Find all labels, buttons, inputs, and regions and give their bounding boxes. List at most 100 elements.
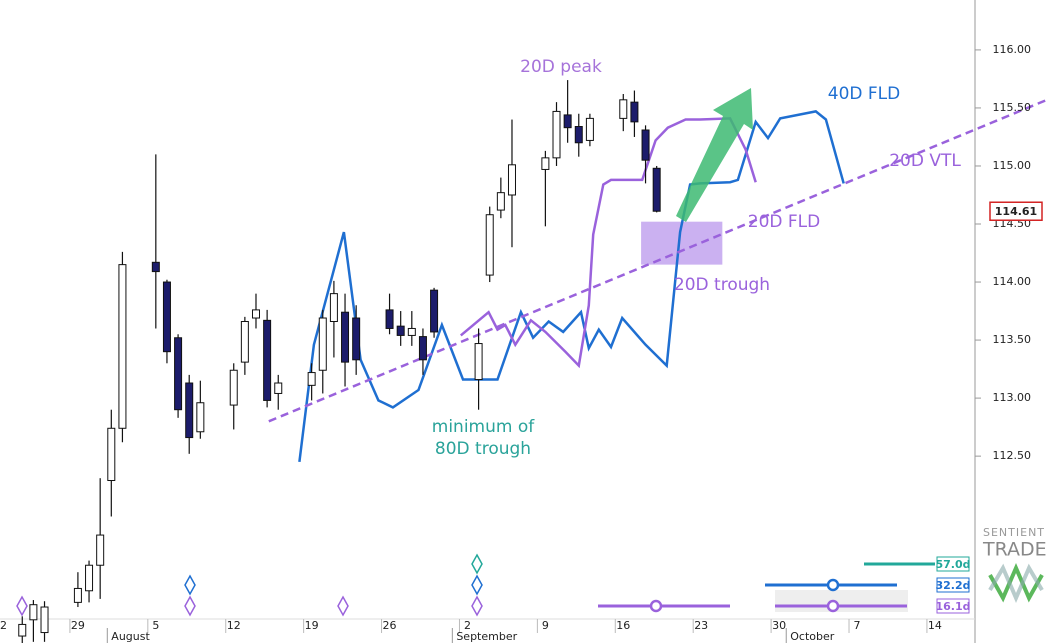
candle-body (85, 564, 94, 592)
cycle-diamond (16, 595, 28, 617)
candle-body (418, 336, 427, 361)
y-tick-label: 114.00 (993, 275, 1032, 288)
y-tick-label: 113.50 (993, 333, 1032, 346)
forecast-arrow (676, 88, 753, 222)
x-tick-label: 5 (152, 619, 159, 632)
cycle-diamond (184, 595, 196, 617)
month-label: September (456, 630, 517, 643)
y-tick-label: 113.00 (993, 391, 1032, 404)
candle-body (107, 427, 116, 482)
annotation: 20D peak (520, 57, 602, 77)
cycle-label: 57.0d (935, 558, 970, 571)
x-tick-label: 23 (694, 619, 708, 632)
candle-body (341, 311, 350, 363)
x-tick-label: 2 (464, 619, 471, 632)
x-tick-label: 22 (0, 619, 7, 632)
candle-body (574, 126, 583, 144)
candle-body (352, 317, 361, 361)
candle-body (196, 402, 205, 433)
month-label: October (790, 630, 834, 643)
cycle-line (459, 117, 757, 369)
y-tick-label: 116.00 (993, 43, 1032, 56)
candle-body (407, 327, 416, 336)
cycle-marker (826, 599, 840, 613)
cycle-line (268, 98, 1047, 423)
y-tick-label: 115.00 (993, 159, 1032, 172)
logo-mark (988, 562, 1044, 604)
candle-body (240, 321, 249, 363)
logo-top: SENTIENT (983, 526, 1045, 539)
candle-body (251, 309, 260, 319)
candle-body (385, 309, 394, 329)
x-tick-label: 7 (854, 619, 861, 632)
candle-body (641, 129, 650, 161)
candle-body (151, 261, 160, 273)
cycle-marker (826, 578, 840, 592)
cycle-diamond (337, 595, 349, 617)
candle-body (96, 534, 105, 566)
logo-stroke (988, 563, 1044, 604)
candle-body (318, 317, 327, 371)
cycle-label-box (936, 598, 970, 614)
candle-body (485, 214, 494, 276)
x-tick-label: 9 (542, 619, 549, 632)
candle-body (541, 157, 550, 170)
cycle-label: 32.2d (935, 579, 970, 592)
cycle-band (775, 590, 908, 612)
x-tick-label: 12 (227, 619, 241, 632)
candle-body (185, 382, 194, 439)
candle-body (652, 167, 661, 212)
logo-bottom: TRADER (982, 539, 1047, 561)
candle-body (307, 372, 316, 386)
candle-body (118, 264, 127, 429)
line-label: 20D FLD (748, 212, 820, 232)
candles (18, 80, 661, 643)
logo-stroke (988, 562, 1044, 603)
cycle-label-box (936, 556, 970, 572)
last-price-label: 114.61 (995, 205, 1037, 218)
candle-body (619, 99, 628, 119)
candle-body (329, 293, 338, 323)
cycle-line (298, 110, 845, 463)
x-tick-label: 19 (305, 619, 319, 632)
candle-body (162, 281, 171, 353)
candle-body (630, 101, 639, 123)
cycle-diamond (471, 574, 483, 596)
zone-label: 20D trough (674, 275, 770, 295)
line-label: 40D FLD (828, 84, 900, 104)
y-tick-label: 112.50 (993, 449, 1032, 462)
line-label: 20D VTL (889, 151, 961, 171)
cycle-indicators (16, 553, 935, 617)
candle-body (229, 369, 238, 406)
candle-body (263, 319, 272, 401)
labels: 112.50113.00113.50114.00114.50115.00115.… (0, 43, 1047, 643)
x-tick-label: 26 (383, 619, 397, 632)
y-tick-label: 115.50 (993, 101, 1032, 114)
candle-body (563, 114, 572, 129)
candle-body (29, 604, 38, 621)
x-tick-label: 16 (616, 619, 630, 632)
cycle-marker (649, 599, 663, 613)
candle-body (396, 325, 405, 336)
candle-body (73, 587, 82, 603)
candle-body (174, 337, 183, 411)
cycle-label: 16.1d (935, 600, 970, 613)
x-tick-label: 29 (71, 619, 85, 632)
cycle-label-box (936, 577, 970, 593)
month-label: August (111, 630, 150, 643)
candle-body (474, 343, 483, 381)
candle-body (507, 164, 516, 196)
annotation: minimum of (432, 417, 535, 437)
cycle-diamond (471, 595, 483, 617)
x-tick-label: 30 (772, 619, 786, 632)
candle-body (585, 117, 594, 141)
candle-body (430, 289, 439, 333)
candle-body (40, 606, 49, 634)
cycle-diamond (184, 574, 196, 596)
cycle-diamond (471, 553, 483, 575)
annotation: 80D trough (435, 439, 531, 459)
candle-body (552, 110, 561, 159)
last-price-box (989, 201, 1043, 221)
candle-body (18, 623, 27, 637)
